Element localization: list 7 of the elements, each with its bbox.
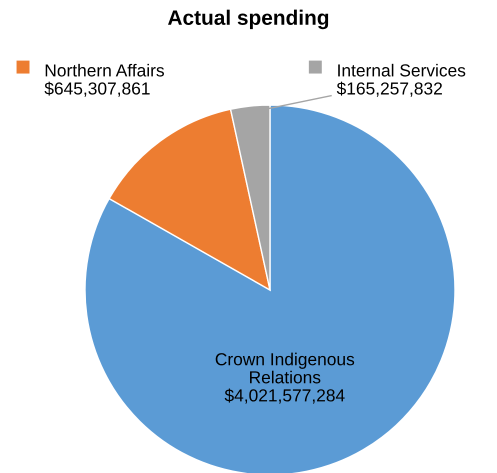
legend-label: Northern Affairs — [46, 64, 164, 77]
data-label: $4,021,577,284 — [224, 388, 345, 404]
legend-label: Internal Services — [338, 64, 466, 77]
data-label: $165,257,832 — [336, 82, 442, 97]
slice-label: Crown Indigenous Relations — [216, 352, 354, 384]
data-label: $645,307,861 — [44, 82, 150, 97]
chart-title: Actual spending — [168, 10, 328, 30]
